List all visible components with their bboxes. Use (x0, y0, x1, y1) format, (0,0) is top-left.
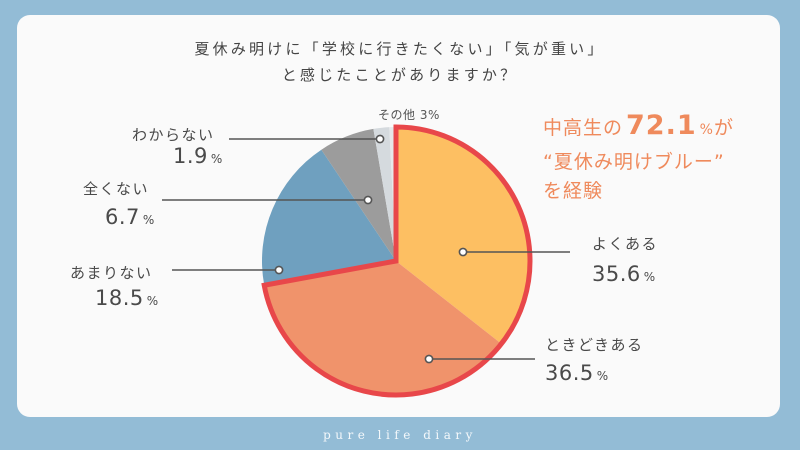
chart-title-line1: 夏休み明けに「学校に行きたくない」「気が重い」 (194, 40, 606, 58)
value-mattaku: 6.7% (105, 205, 155, 229)
slice-tokidoki (264, 261, 502, 395)
value-tokidoki: 36.5% (545, 361, 609, 385)
highlight-line2: “夏休み明けブルー” (543, 151, 725, 173)
leader-amari-dot (274, 265, 284, 275)
value-yoku: 35.6% (592, 262, 656, 286)
label-wakaranai: わからない (132, 126, 215, 144)
highlight-line1: 中高生の 72.1 %が (543, 110, 734, 141)
slice-wakaranai (373, 127, 396, 261)
highlight-outline (261, 124, 533, 398)
label-amari: あまりない (70, 264, 153, 282)
chart-title-line2: と感じたことがありますか？ (281, 66, 519, 84)
label-tokidoki: ときどきある (545, 336, 644, 354)
slice-yoku (396, 127, 530, 344)
leader-wakaranai-dot (375, 134, 385, 144)
label-mattaku: 全くない (83, 180, 150, 198)
footer-brand: pure life diary (323, 428, 477, 442)
slice-mattaku (321, 128, 396, 261)
value-wakaranai: 1.9% (173, 144, 223, 168)
label-yoku: よくある (592, 235, 659, 253)
leader-mattaku-dot (363, 195, 373, 205)
highlight-line3: を経験 (543, 180, 604, 202)
leader-yoku-dot (458, 247, 468, 257)
leader-tokidoki-dot (424, 354, 434, 364)
label-other: その他 3% (378, 108, 440, 122)
slice-amari (262, 149, 396, 286)
value-amari: 18.5% (95, 286, 159, 310)
